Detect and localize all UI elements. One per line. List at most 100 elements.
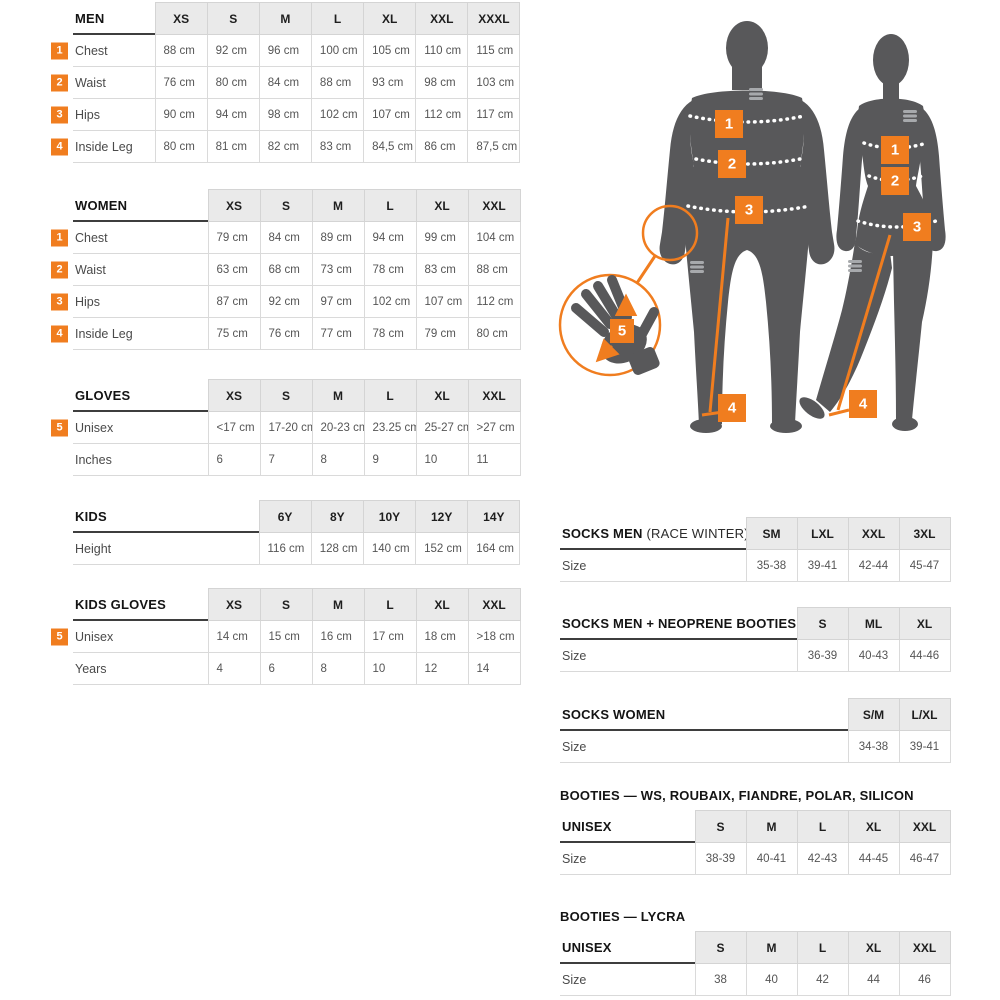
table-row: 2 Waist 76 cm 80 cm 84 cm 88 cm 93 cm 98 cm 103 … <box>48 66 521 99</box>
row-label-cell: Inches <box>48 443 208 476</box>
cell-value: 42-43 <box>796 842 849 875</box>
measure-marker-glove-5: 5 <box>610 319 634 343</box>
male-figure <box>659 21 835 433</box>
cell-value: 8 <box>311 443 365 476</box>
table-row: Size 35-38 39-41 42-44 45-47 <box>560 549 951 582</box>
table-row: Years 4 6 8 10 12 14 <box>48 652 521 685</box>
row-label: Size <box>562 558 587 573</box>
cell-value: 99 cm <box>415 221 469 254</box>
cell-value: 15 cm <box>259 620 313 653</box>
cell-value: 40-43 <box>847 639 900 672</box>
row-label: Waist <box>75 262 106 277</box>
row-number-badge: 5 <box>51 419 68 436</box>
table-title: UNISEX <box>560 810 695 843</box>
row-label: Years <box>75 661 107 676</box>
col-header: S <box>796 607 849 640</box>
row-label: Size <box>562 851 587 866</box>
measure-marker-female-4: 4 <box>849 390 877 418</box>
col-header: S <box>259 379 313 412</box>
row-label-cell: 5 Unisex <box>48 620 208 653</box>
row-label: Unisex <box>75 420 114 435</box>
cell-value: 42-44 <box>847 549 900 582</box>
cell-value: 94 cm <box>363 221 417 254</box>
col-header: 12Y <box>415 500 469 533</box>
cell-value: 94 cm <box>206 98 260 131</box>
cell-value: <17 cm <box>207 411 261 444</box>
svg-text:4: 4 <box>728 400 737 417</box>
table-row: 3 Hips 90 cm 94 cm 98 cm 102 cm 107 cm 112 cm 11… <box>48 98 521 131</box>
cell-value: 88 cm <box>154 34 208 67</box>
table-row: 2 Waist 63 cm 68 cm 73 cm 78 cm 83 cm 88 cm <box>48 253 521 286</box>
size-table-booties-ws: BOOTIES — WS, ROUBAIX, FIANDRE, POLAR, S… <box>560 788 951 875</box>
row-label-cell: 2 Waist <box>48 253 208 286</box>
cell-value: 88 cm <box>310 66 365 99</box>
table-kids-gloves: KIDS GLOVES XS S M L XL XXL 5 Unisex 14 cm 15 cm 16… <box>48 588 521 685</box>
cell-value: 89 cm <box>311 221 365 254</box>
row-label: Hips <box>75 107 101 122</box>
col-header: M <box>745 810 798 843</box>
svg-text:3: 3 <box>913 219 921 236</box>
col-header: XL <box>415 379 469 412</box>
magnifier-connector-line <box>635 255 657 284</box>
row-label-cell: Years <box>48 652 208 685</box>
row-label: Height <box>75 541 112 556</box>
measure-marker-male-4: 4 <box>718 394 746 422</box>
cell-value: 80 cm <box>154 130 208 163</box>
col-header: L <box>796 931 849 964</box>
col-header: L <box>796 810 849 843</box>
cell-value: >18 cm <box>467 620 521 653</box>
cell-value: 80 cm <box>206 66 260 99</box>
table-pretitle: BOOTIES — WS, ROUBAIX, FIANDRE, POLAR, S… <box>560 788 914 803</box>
table-title: WOMEN <box>48 189 208 222</box>
cell-value: 83 cm <box>415 253 469 286</box>
table-socks-neo: SOCKS MEN + NEOPRENE BOOTIES S ML XL Size 36-… <box>560 607 951 672</box>
col-header: S <box>694 810 747 843</box>
cell-value: 96 cm <box>258 34 312 67</box>
row-label-cell: 1 Chest <box>48 34 155 67</box>
cell-value: 105 cm <box>363 34 417 67</box>
measure-marker-male-2: 2 <box>718 150 746 178</box>
col-header: S <box>259 189 313 222</box>
cell-value: 42 <box>796 963 849 996</box>
table-title: KIDS <box>48 500 259 533</box>
row-number-badge: 2 <box>51 74 68 91</box>
table-title: KIDS GLOVES <box>48 588 208 621</box>
col-header: XXL <box>898 810 951 843</box>
size-table-gloves: GLOVES XS S M L XL XXL 5 Unisex <17 cm 17-20 cm 20-… <box>48 379 521 476</box>
svg-text:1: 1 <box>725 116 733 133</box>
table-title: UNISEX <box>560 931 695 964</box>
col-header: M <box>311 588 365 621</box>
cell-value: 44 <box>847 963 900 996</box>
cell-value: 112 cm <box>415 98 469 131</box>
row-label-cell: Size <box>560 549 746 582</box>
cell-value: 76 cm <box>154 66 208 99</box>
row-label-cell: 5 Unisex <box>48 411 208 444</box>
table-row: 4 Inside Leg 80 cm 81 cm 82 cm 83 cm 84,5 cm 86… <box>48 130 521 163</box>
col-header: 3XL <box>898 517 951 550</box>
cell-value: 36-39 <box>796 639 849 672</box>
size-table-socks-neo: SOCKS MEN + NEOPRENE BOOTIES S ML XL Size 36-… <box>560 607 951 672</box>
cell-value: 10 <box>415 443 469 476</box>
cell-value: 115 cm <box>467 34 521 67</box>
cell-value: 17 cm <box>363 620 417 653</box>
cell-value: 75 cm <box>207 317 261 350</box>
col-header: 10Y <box>362 500 417 533</box>
cell-value: 44-45 <box>847 842 900 875</box>
cell-value: 44-46 <box>898 639 951 672</box>
table-row: 1 Chest 88 cm 92 cm 96 cm 100 cm 105 cm 110 cm 1… <box>48 34 521 67</box>
table-row: Size 36-39 40-43 44-46 <box>560 639 951 672</box>
col-header: XXXL <box>467 2 521 35</box>
cell-value: 7 <box>259 443 313 476</box>
size-table-socks-race: SOCKS MEN (RACE WINTER) SM LXL XXL 3XL Size 35-… <box>560 517 951 582</box>
cell-value: 82 cm <box>258 130 312 163</box>
row-number-badge: 1 <box>51 42 68 59</box>
cell-value: 10 <box>363 652 417 685</box>
col-header: XL <box>415 588 469 621</box>
cell-value: 16 cm <box>311 620 365 653</box>
table-title-text: MEN <box>75 11 105 26</box>
row-label: Unisex <box>75 629 114 644</box>
table-title-text: GLOVES <box>75 388 131 403</box>
row-label-cell: 2 Waist <box>48 66 155 99</box>
cell-value: 117 cm <box>467 98 521 131</box>
row-label-cell: Height <box>48 532 259 565</box>
